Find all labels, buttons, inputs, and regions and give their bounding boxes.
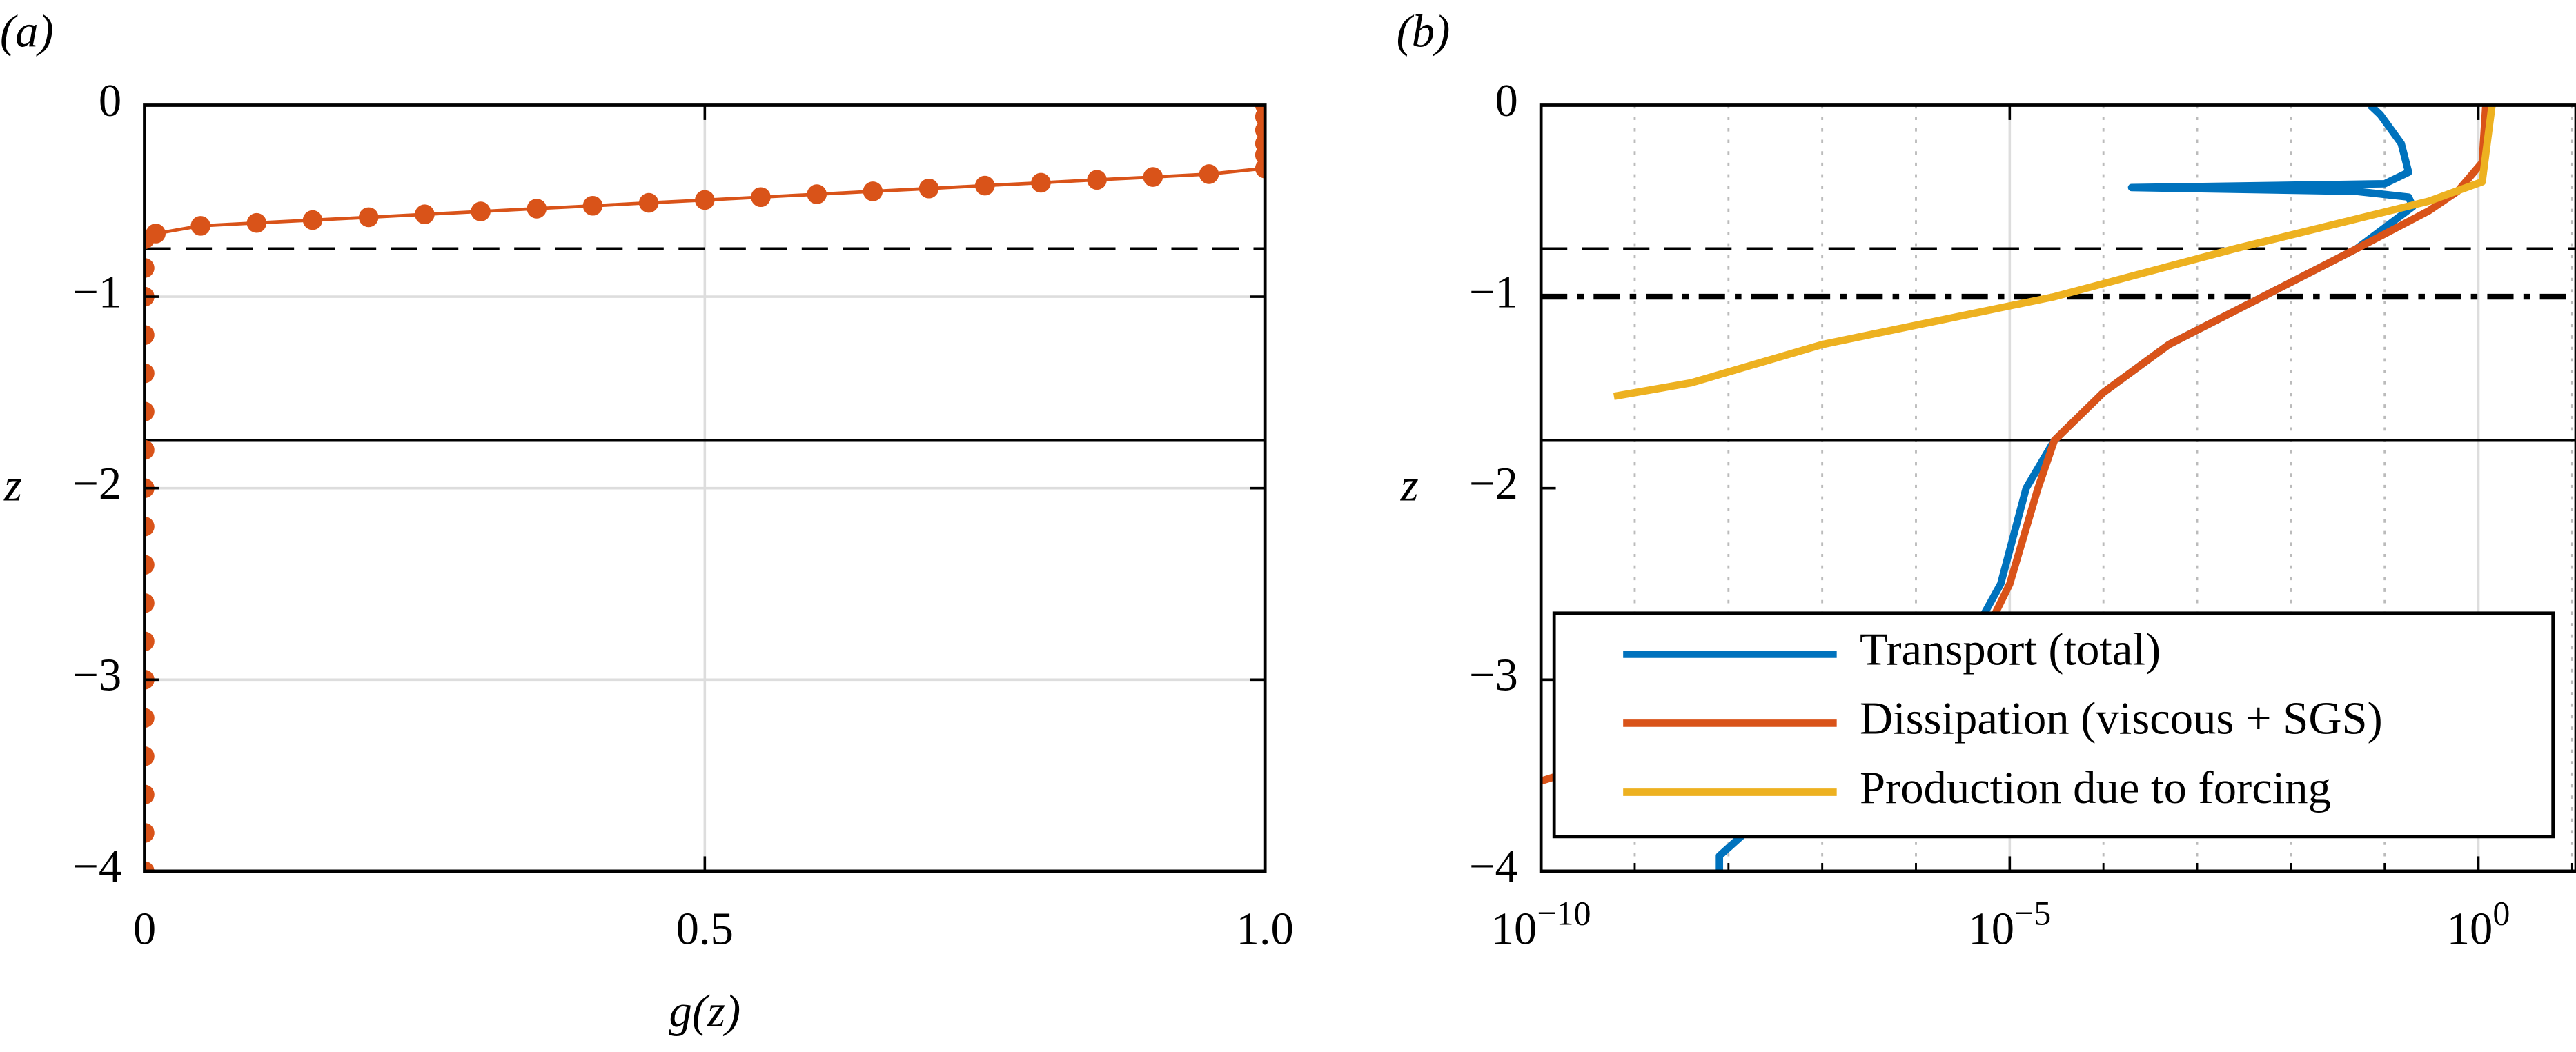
- data-point: [1255, 105, 1266, 115]
- y-tick-label: −2: [1469, 459, 1518, 509]
- data-point: [918, 178, 939, 199]
- x-tick-label: 0.5: [676, 904, 734, 955]
- panel-label: (a): [0, 7, 54, 57]
- data-point: [807, 184, 827, 204]
- data-point: [144, 325, 155, 345]
- legend-label: Dissipation (viscous + SGS): [1860, 694, 2383, 744]
- y-tick-label: −3: [72, 651, 121, 701]
- data-point: [246, 212, 267, 233]
- axes-frame: [1539, 103, 2576, 873]
- data-point: [1031, 172, 1051, 193]
- y-axis-label: z: [1400, 460, 1419, 510]
- data-point: [190, 216, 210, 236]
- panel: 10−10 10−5 100 0 −1 −2 −3 −4 Transport (total) Di…: [1397, 7, 2576, 955]
- data-point: [144, 784, 155, 805]
- data-point: [144, 631, 155, 652]
- data-point: [144, 823, 155, 843]
- data-point: [144, 555, 155, 575]
- x-tick-label: 10−10: [1491, 894, 1591, 955]
- data-point: [974, 175, 995, 196]
- data-point: [144, 861, 155, 871]
- x-tick-label: 1.0: [1237, 904, 1294, 955]
- data-point: [582, 195, 603, 216]
- x-tick-label: 0: [133, 904, 156, 955]
- data-point: [1087, 170, 1107, 190]
- data-point: [144, 746, 155, 766]
- legend-label: Production due to forcing: [1860, 763, 2331, 813]
- x-tick-label: 10−5: [1968, 894, 2051, 955]
- data-point: [863, 181, 883, 201]
- data-point: [638, 192, 659, 213]
- data-point: [144, 258, 155, 278]
- y-tick-label: 0: [99, 76, 121, 126]
- data-point: [527, 199, 547, 219]
- legend-label: Transport (total): [1860, 625, 2161, 675]
- y-tick-label: −3: [1469, 651, 1518, 701]
- data-point: [1199, 164, 1219, 184]
- x-axis-label: g(z): [669, 986, 741, 1037]
- x-tick-label: 100: [2447, 894, 2510, 955]
- data-point: [1143, 167, 1163, 187]
- data-line: [1613, 105, 2496, 400]
- data-point: [146, 224, 166, 244]
- data-point: [358, 207, 379, 228]
- data-point: [415, 204, 435, 225]
- data-point: [144, 363, 155, 384]
- plot-area: [144, 105, 1266, 871]
- data-point: [695, 190, 715, 210]
- data-point: [144, 401, 155, 421]
- y-axis-label: z: [3, 460, 22, 510]
- y-tick-label: −4: [72, 842, 121, 892]
- data-point: [302, 210, 323, 230]
- y-tick-label: −2: [72, 459, 121, 509]
- data-point: [751, 187, 771, 208]
- panel: 0 0.5 1.0 0 −1 −2 −3 −4 (a) g(z) z: [0, 7, 1294, 1037]
- y-tick-label: −4: [1469, 842, 1518, 892]
- data-point: [471, 201, 491, 221]
- axes-frame: [143, 103, 1267, 873]
- legend: Transport (total) Dissipation (viscous + …: [1552, 611, 2555, 839]
- data-point: [144, 593, 155, 613]
- data-point: [144, 708, 155, 728]
- data-point: [144, 439, 155, 460]
- y-tick-label: −1: [1469, 267, 1518, 317]
- y-tick-label: 0: [1495, 76, 1517, 126]
- panel-label: (b): [1397, 7, 1451, 57]
- data-point: [144, 516, 155, 537]
- y-tick-label: −1: [72, 267, 121, 317]
